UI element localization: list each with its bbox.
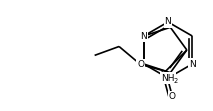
- Text: N: N: [189, 59, 196, 68]
- Text: NH: NH: [161, 73, 175, 82]
- Text: N: N: [140, 32, 147, 41]
- Text: 2: 2: [174, 78, 178, 84]
- Text: O: O: [169, 92, 176, 101]
- Text: N: N: [165, 18, 171, 27]
- Text: O: O: [137, 60, 144, 69]
